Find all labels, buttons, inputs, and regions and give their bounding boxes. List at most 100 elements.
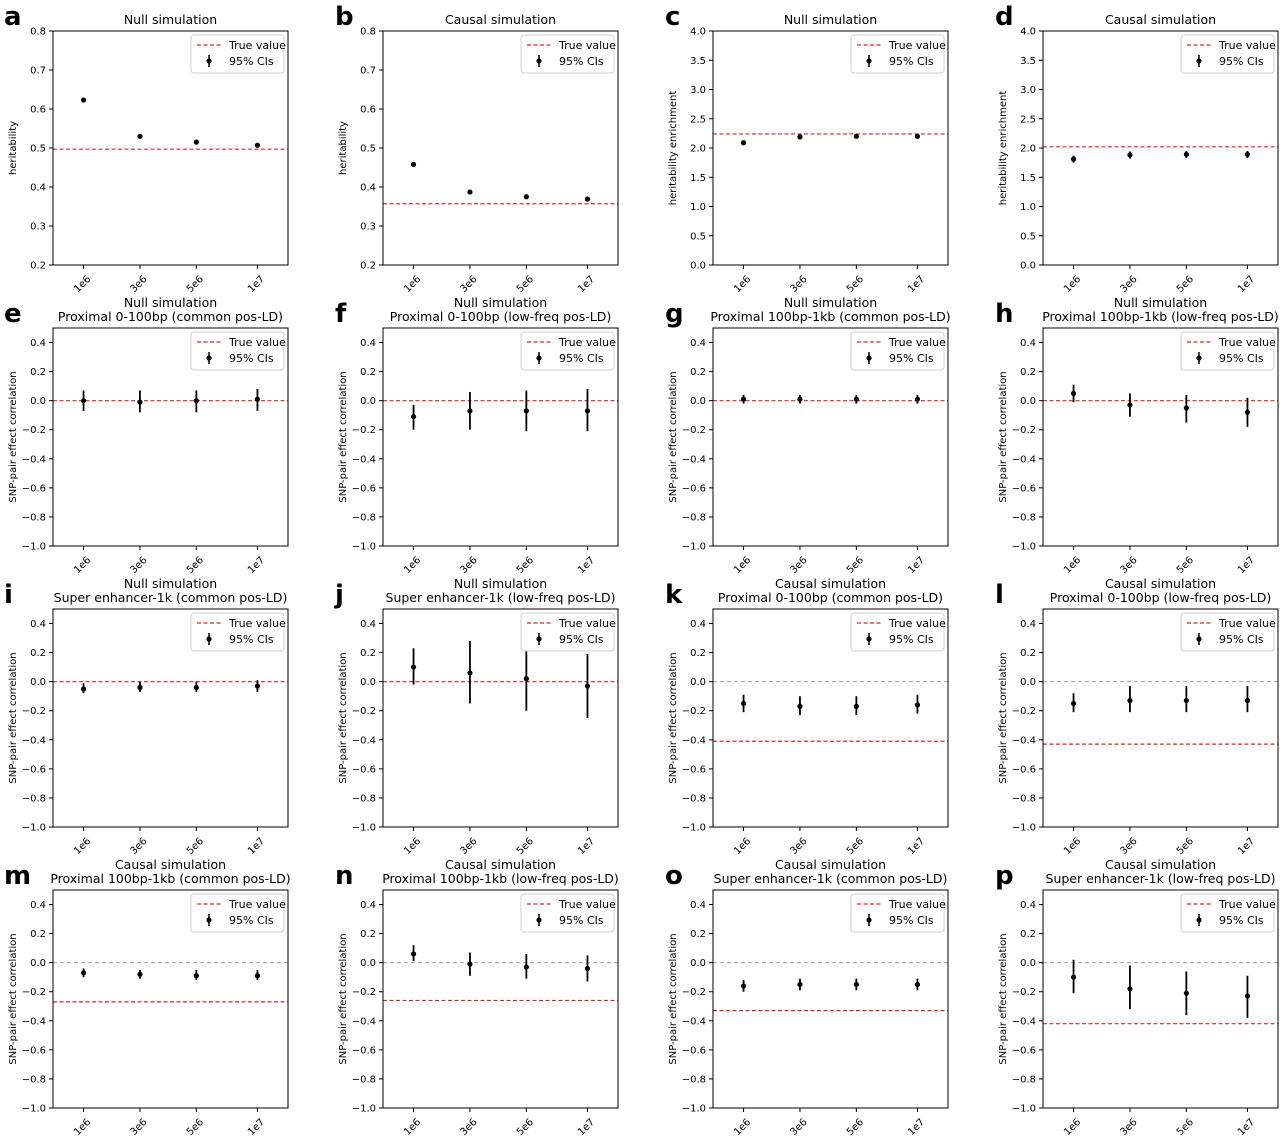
panel-o-legend <box>850 893 945 933</box>
panel-n-point <box>410 951 417 957</box>
panel-e-ytick-label: 0.0 <box>30 396 46 407</box>
panel-c-legend-ci-label: 95% CIs <box>889 55 934 68</box>
panel-f-axes-frame <box>382 327 619 547</box>
panel-d-xtick-label: 1e7 <box>1236 274 1257 295</box>
panel-b-point <box>467 189 473 195</box>
panel-k-ytick-label: −0.2 <box>682 706 706 717</box>
panel-a-title: Null simulation <box>124 12 217 27</box>
panel-p-point <box>1127 986 1133 992</box>
panel-b-xtick-label: 1e7 <box>576 274 597 295</box>
panel-h-legend <box>1180 331 1275 371</box>
panel-d-title: Causal simulation <box>1105 12 1216 27</box>
panel-k-title: Causal simulation <box>775 576 886 591</box>
panel-m-point <box>254 973 261 979</box>
panel-l-ytick-label: −1.0 <box>1012 823 1036 834</box>
panel-o-legend-ci-label: 95% CIs <box>889 914 934 927</box>
panel-a-legend-true-label: True value <box>228 39 286 52</box>
panel-m-xtick-label: 5e6 <box>185 1117 206 1136</box>
panel-e-point <box>137 399 143 405</box>
panel-o-point <box>853 981 859 988</box>
panel-j-ytick-label: 0.2 <box>360 648 376 659</box>
panel-h-ytick-label: −0.2 <box>1012 425 1036 436</box>
panel-f-xtick-label: 3e6 <box>458 555 479 576</box>
panel-b-ytick-label: 0.6 <box>360 105 376 116</box>
panel-f-title: Null simulation <box>454 295 547 310</box>
panel-o-ytick-label: 0.2 <box>690 929 706 940</box>
panel-f-xtick-label: 1e7 <box>576 555 597 576</box>
panel-k-ytick-label: 0.4 <box>690 619 706 630</box>
panel-l-xtick-label: 1e7 <box>1236 836 1257 857</box>
panel-g-xtick-label: 5e6 <box>845 555 866 576</box>
panel-l-point <box>1070 700 1077 707</box>
panel-l-ytick-label: −0.4 <box>1012 735 1036 746</box>
panel-p-point <box>1183 990 1189 996</box>
panel-f-legend-ci-label: 95% CIs <box>559 352 604 365</box>
panel-b-axes-frame <box>382 30 619 266</box>
panel-p-ytick-label: −0.6 <box>1012 1045 1036 1056</box>
panel-p-title: Causal simulation <box>1105 857 1216 872</box>
panel-o-point <box>740 983 747 989</box>
panel-a-ytick-label: 0.2 <box>30 261 46 272</box>
panel-n-title: Causal simulation <box>445 857 556 872</box>
panel-i-title: Null simulation <box>124 576 217 591</box>
panel-h-legend-true-label: True value <box>1218 336 1276 349</box>
panel-e-xtick-label: 1e6 <box>72 555 93 576</box>
panel-p-legend-true-label: True value <box>1218 898 1276 911</box>
panel-m-subtitle: Proximal 100bp-1kb (common pos-LD) <box>50 871 290 886</box>
panel-b: b Causal simulation 0.2 0.3 0.4 0.5 0.6 0.7 0.8 h… <box>335 2 619 295</box>
panel-m-letter: m <box>4 861 31 891</box>
panel-h-legend-ci-swatch-point <box>1196 355 1202 361</box>
panel-d-ytick-label: 2.0 <box>1020 144 1036 155</box>
panel-n-point <box>584 965 591 972</box>
panel-d-ytick-label: 3.5 <box>1020 56 1036 67</box>
panel-i-ytick-label: 0.2 <box>30 648 46 659</box>
panel-l-ylabel: SNP-pair effect correlation <box>998 652 1009 783</box>
panel-n-ylabel: SNP-pair effect correlation <box>338 933 349 1064</box>
panel-e-ytick-label: −0.4 <box>22 454 46 465</box>
panel-i-point <box>254 683 261 689</box>
panel-p-ytick-label: −0.8 <box>1012 1074 1036 1085</box>
panel-n-ytick-label: −1.0 <box>352 1104 376 1115</box>
panel-b-ytick-label: 0.5 <box>360 144 376 155</box>
panel-n-letter: n <box>335 861 354 891</box>
panel-c-axes-frame <box>712 30 949 266</box>
panel-m-point <box>137 971 143 977</box>
panel-b-ytick-label: 0.7 <box>360 66 376 77</box>
panel-j-ytick-label: −0.2 <box>352 706 376 717</box>
panel-l-xtick-label: 1e6 <box>1062 836 1083 857</box>
panel-l-ytick-label: 0.4 <box>1020 619 1036 630</box>
panel-j-ylabel: SNP-pair effect correlation <box>338 652 349 783</box>
panel-l-ytick-label: −0.6 <box>1012 764 1036 775</box>
panel-b-legend-ci-swatch-point <box>536 58 542 64</box>
panel-i-ytick-label: −1.0 <box>22 823 46 834</box>
panel-m-ytick-label: −0.6 <box>22 1045 46 1056</box>
panel-j-legend-ci-swatch-point <box>536 636 542 642</box>
panel-m-title: Causal simulation <box>115 857 226 872</box>
panel-o-ytick-label: −1.0 <box>682 1104 706 1115</box>
panel-e-ytick-label: −1.0 <box>22 542 46 553</box>
panel-l-point <box>1127 697 1133 704</box>
panel-j-subtitle: Super enhancer-1k (low-freq pos-LD) <box>386 590 616 605</box>
panel-d-ytick-label: 3.0 <box>1020 85 1036 96</box>
panel-i-ytick-label: −0.2 <box>22 706 46 717</box>
panel-p-legend <box>1180 893 1275 933</box>
panel-g-title: Null simulation <box>784 295 877 310</box>
panel-h-legend-ci-label: 95% CIs <box>1219 352 1264 365</box>
panel-h-xtick-label: 3e6 <box>1118 555 1139 576</box>
panel-n-axes-frame <box>382 889 619 1109</box>
panel-l-ytick-label: 0.2 <box>1020 648 1036 659</box>
panel-c-legend-true-label: True value <box>888 39 946 52</box>
panel-n-subtitle: Proximal 100bp-1kb (low-freq pos-LD) <box>382 871 619 886</box>
panel-i-subtitle: Super enhancer-1k (common pos-LD) <box>54 590 288 605</box>
panel-g-letter: g <box>665 299 684 329</box>
panel-a-ytick-label: 0.3 <box>30 222 46 233</box>
panel-n-ytick-label: −0.4 <box>352 1016 376 1027</box>
panel-b-ylabel: heritability <box>338 121 349 175</box>
panel-k-subtitle: Proximal 0-100bp (common pos-LD) <box>718 590 943 605</box>
panel-p-ytick-label: 0.0 <box>1020 958 1036 969</box>
panel-f-legend-ci-swatch-point <box>536 355 542 361</box>
